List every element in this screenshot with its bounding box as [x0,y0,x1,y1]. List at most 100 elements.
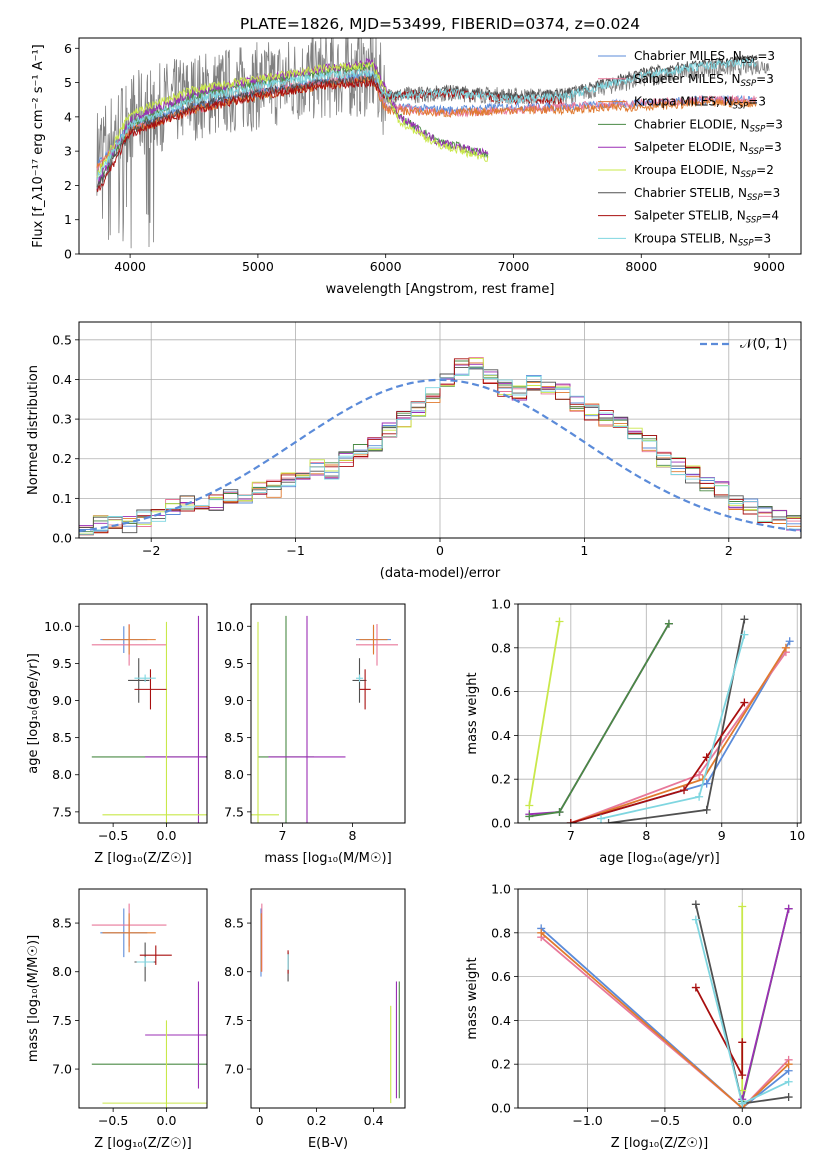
errorbar-salpeter-elodie [145,615,207,823]
chart-title: PLATE=1826, MJD=53499, FIBERID=0374, z=0… [240,15,640,33]
marker-0 [525,812,534,821]
errorbar-chabrier-stelib [128,658,150,703]
plot-frame [78,888,208,1109]
y-tick-label-1: 0.2 [491,772,511,787]
errorbars [91,615,207,823]
x-tick-label-3: 7000 [498,259,530,274]
x-tick-label-1: 0.0 [157,828,177,843]
y-tick-label-5: 1.0 [491,882,511,897]
histogram-chabrier-stelib [79,366,801,534]
ticks: 7 8 9 10 0.0 0.2 0.4 0.6 0.8 1.0 [491,597,805,844]
x-tick-label-1: 0.0 [157,1113,177,1128]
y-tick-label-3: 9.0 [224,693,244,708]
marker-1 [695,792,704,801]
marker-2 [785,637,794,646]
weight-lines [537,900,793,1108]
marker-1 [695,770,704,779]
legend-entry-8: Kroupa STELIB, NSSP=3 [634,231,771,248]
x-tick-label-5: 9000 [753,259,785,274]
panel-2: −2 −1 0 1 2 0.0 0.1 0.2 0.3 0.4 0.5 (data-model)/er… [26,321,802,581]
y-tick-label-0: 0 [64,247,72,262]
marker-0 [691,915,700,924]
ticks: 0 0.2 0.4 7.0 7.5 8.0 8.5 [224,916,384,1128]
y-tick-label-0: 0.0 [491,816,511,831]
ticks: −0.5 0.0 7.5 8.0 8.5 9.0 9.5 10.0 [44,619,176,843]
y-tick-label-1: 8.0 [224,767,244,782]
errorbars [91,903,207,1108]
x-axis-label: E(B-V) [308,1136,348,1151]
errorbar-kroupa-miles [102,624,156,655]
panel-8: −1.0 −0.5 0.0 0.0 0.2 0.4 0.6 0.8 1.0 Z [log₁₀(Z/… [465,882,802,1151]
y-tick-label-0: 7.0 [224,1062,244,1077]
y-tick-label-0: 0.0 [491,1101,511,1116]
histogram-area [79,357,801,536]
errorbar-kroupa-elodie [102,621,207,823]
y-tick-label-2: 8.0 [52,964,72,979]
legend: Chabrier MILES, NSSP=3 Salpeter MILES, NS… [598,49,783,248]
marker-1 [784,904,793,913]
x-axis-label: mass [log₁₀(M/M☉)] [264,851,391,866]
x-tick-label-1: 0.2 [307,1113,327,1128]
x-tick-label-0: −2 [142,543,160,558]
y-tick-label-1: 7.5 [224,1013,244,1028]
ticks: 4000 5000 6000 7000 8000 9000 0 1 2 3 4 5 6 [64,41,785,274]
weight-series-chabrier-stelib [604,615,749,823]
weight-series-salpeter-stelib [566,698,749,823]
marker-2 [740,615,749,624]
y-tick-label-1: 1 [64,212,72,227]
x-tick-label-2: 6000 [370,259,402,274]
marker-2 [784,1077,793,1086]
ticks: 7 8 7.5 8.0 8.5 9.0 9.5 10.0 [216,619,356,843]
weight-series-kroupa-stelib [597,630,749,823]
legend-entry-5: Kroupa ELODIE, NSSP=2 [634,163,774,180]
panel-1: 4000 5000 6000 7000 8000 9000 0 1 2 3 4 5 6 wavelengt… [31,15,802,297]
x-axis-label: age [log₁₀(age/yr)] [599,851,720,866]
x-tick-label-1: 8 [642,828,650,843]
marker-2 [784,1093,793,1102]
legend-entry-3: Chabrier ELODIE, NSSP=3 [634,117,783,134]
y-tick-label-5: 5 [64,75,72,90]
marker-2 [738,1038,747,1047]
y-tick-label-2: 0.2 [52,451,72,466]
x-tick-label-0: −1.0 [572,1113,602,1128]
y-axis-label: Flux [f_λ10⁻¹⁷ erg cm⁻² s⁻¹ A⁻¹] [31,44,46,248]
errorbar-kroupa-stelib [134,674,156,682]
y-tick-label-3: 0.3 [52,412,72,427]
panel-4: 7 8 7.5 8.0 8.5 9.0 9.5 10.0 mass [log₁₀(M/M☉)] [216,603,406,866]
legend-entry-1: Salpeter MILES, NSSP=3 [634,72,774,89]
marker-2 [740,630,749,639]
y-tick-label-3: 0.6 [491,969,511,984]
legend-entry-4: Salpeter ELODIE, NSSP=3 [634,140,782,157]
x-tick-label-1: 5000 [242,259,274,274]
weight-series-kroupa-elodie [525,617,564,810]
y-tick-label-3: 8.5 [52,916,72,931]
panel-7: 0 0.2 0.4 7.0 7.5 8.0 8.5 E(B-V) [224,888,406,1151]
y-tick-label-2: 8.5 [224,730,244,745]
plot-frame [78,321,802,539]
x-axis-label: Z [log₁₀(Z/Z☉)] [94,851,191,866]
y-tick-label-1: 7.5 [52,1013,72,1028]
y-tick-label-5: 10.0 [216,619,244,634]
y-axis-label: mass weight [465,957,480,1039]
weight-series-salpeter-miles [566,648,790,823]
x-tick-label-2: 0.4 [364,1113,384,1128]
x-tick-label-4: 8000 [625,259,657,274]
errorbar-salpeter-miles [356,624,398,666]
marker-0 [604,819,613,823]
y-tick-label-1: 0.2 [491,1057,511,1072]
marker-1 [738,902,747,911]
errorbar-kroupa-elodie [251,621,279,823]
errorbar-salpeter-stelib [134,669,167,710]
normal-curve [79,378,801,533]
ticks: −0.5 0.0 7.0 7.5 8.0 8.5 [52,916,176,1128]
y-tick-label-0: 7.0 [52,1062,72,1077]
errorbar-kroupa-stelib [356,674,363,682]
x-tick-label-2: 0.0 [732,1113,752,1128]
marker-0 [537,928,546,937]
panel-5: 7 8 9 10 0.0 0.2 0.4 0.6 0.8 1.0 age [log₁₀(age/yr… [465,597,805,867]
spectra-area [96,38,770,249]
y-tick-label-0: 7.5 [52,804,72,819]
panel-6: −0.5 0.0 7.0 7.5 8.0 8.5 Z [log₁₀(Z/Z☉)] mass [… [26,888,208,1151]
marker-1 [680,786,689,795]
y-axis-label: Normed distribution [26,365,41,495]
